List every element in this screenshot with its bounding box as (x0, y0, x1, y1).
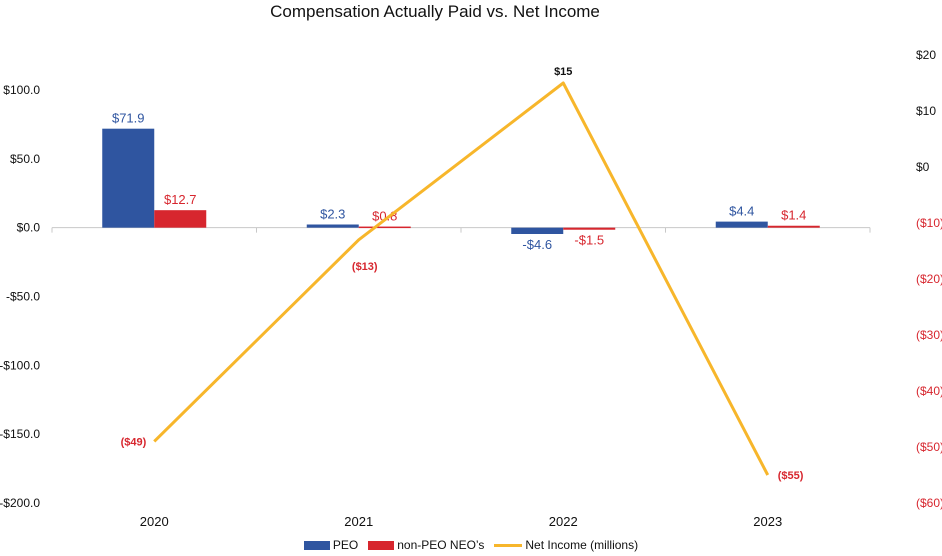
legend-swatch-non-peo (368, 540, 395, 550)
bar-non-peo (767, 225, 820, 228)
legend-label-non-peo: non-PEO NEO’s (397, 538, 485, 552)
bar-peo (511, 227, 564, 234)
net-income-data-label: ($49) (121, 436, 147, 448)
right-axis-tick-label: ($60) (916, 496, 942, 510)
legend-item-peo: PEO (303, 538, 359, 552)
right-axis-tick-label: ($50) (916, 440, 942, 454)
net-income-line (153, 81, 770, 476)
left-axis-tick-label: $50.0 (10, 152, 40, 166)
left-axis-tick-label: $100.0 (3, 83, 40, 97)
bar-non-peo (563, 227, 616, 230)
data-label-peo: $71.9 (112, 111, 145, 126)
left-axis-tick-label: -$150.0 (0, 427, 40, 441)
bar-non-peo (358, 226, 411, 229)
data-label-peo: $2.3 (320, 207, 345, 222)
category-label: 2021 (344, 514, 373, 529)
legend-swatch-net-income (494, 543, 523, 547)
left-axis-tick-label: -$200.0 (0, 496, 40, 510)
data-label-peo: $4.4 (729, 204, 754, 219)
category-label: 2020 (140, 514, 169, 529)
data-label-peo: -$4.6 (522, 237, 552, 252)
legend-item-net-income: Net Income (millions) (494, 538, 638, 552)
right-axis-tick-label: $20 (916, 48, 936, 62)
legend-label-net-income: Net Income (millions) (525, 538, 639, 552)
bar-peo (102, 128, 155, 228)
left-axis-tick-label: $0.0 (17, 221, 41, 235)
legend-label-peo: PEO (332, 538, 359, 552)
data-label-non-peo: $0.8 (372, 209, 397, 224)
category-label: 2023 (753, 514, 782, 529)
net-income-data-label: $15 (554, 66, 572, 78)
bar-peo (715, 221, 768, 228)
net-income-data-label: ($55) (778, 470, 804, 482)
left-axis-tick-label: -$50.0 (6, 290, 40, 304)
right-axis-tick-label: ($20) (916, 272, 942, 286)
legend: PEO non-PEO NEO’s Net Income (millions) (0, 538, 942, 552)
data-label-non-peo: $12.7 (164, 192, 197, 207)
bar-peo (306, 224, 359, 228)
right-axis-tick-label: ($10) (916, 216, 942, 230)
right-axis-tick-label: $10 (916, 104, 936, 118)
bar-non-peo (154, 210, 207, 228)
legend-swatch-peo (303, 540, 330, 550)
right-axis-tick-label: ($30) (916, 328, 942, 342)
data-label-non-peo: $1.4 (781, 208, 806, 223)
category-label: 2022 (549, 514, 578, 529)
chart-title: Compensation Actually Paid vs. Net Incom… (270, 2, 600, 21)
data-label-non-peo: -$1.5 (574, 233, 604, 248)
net-income-data-label: ($13) (352, 261, 378, 273)
right-axis-tick-label: ($40) (916, 384, 942, 398)
legend-item-non-peo: non-PEO NEO’s (368, 538, 484, 552)
left-axis-tick-label: -$100.0 (0, 358, 40, 372)
right-axis-tick-label: $0 (916, 160, 930, 174)
